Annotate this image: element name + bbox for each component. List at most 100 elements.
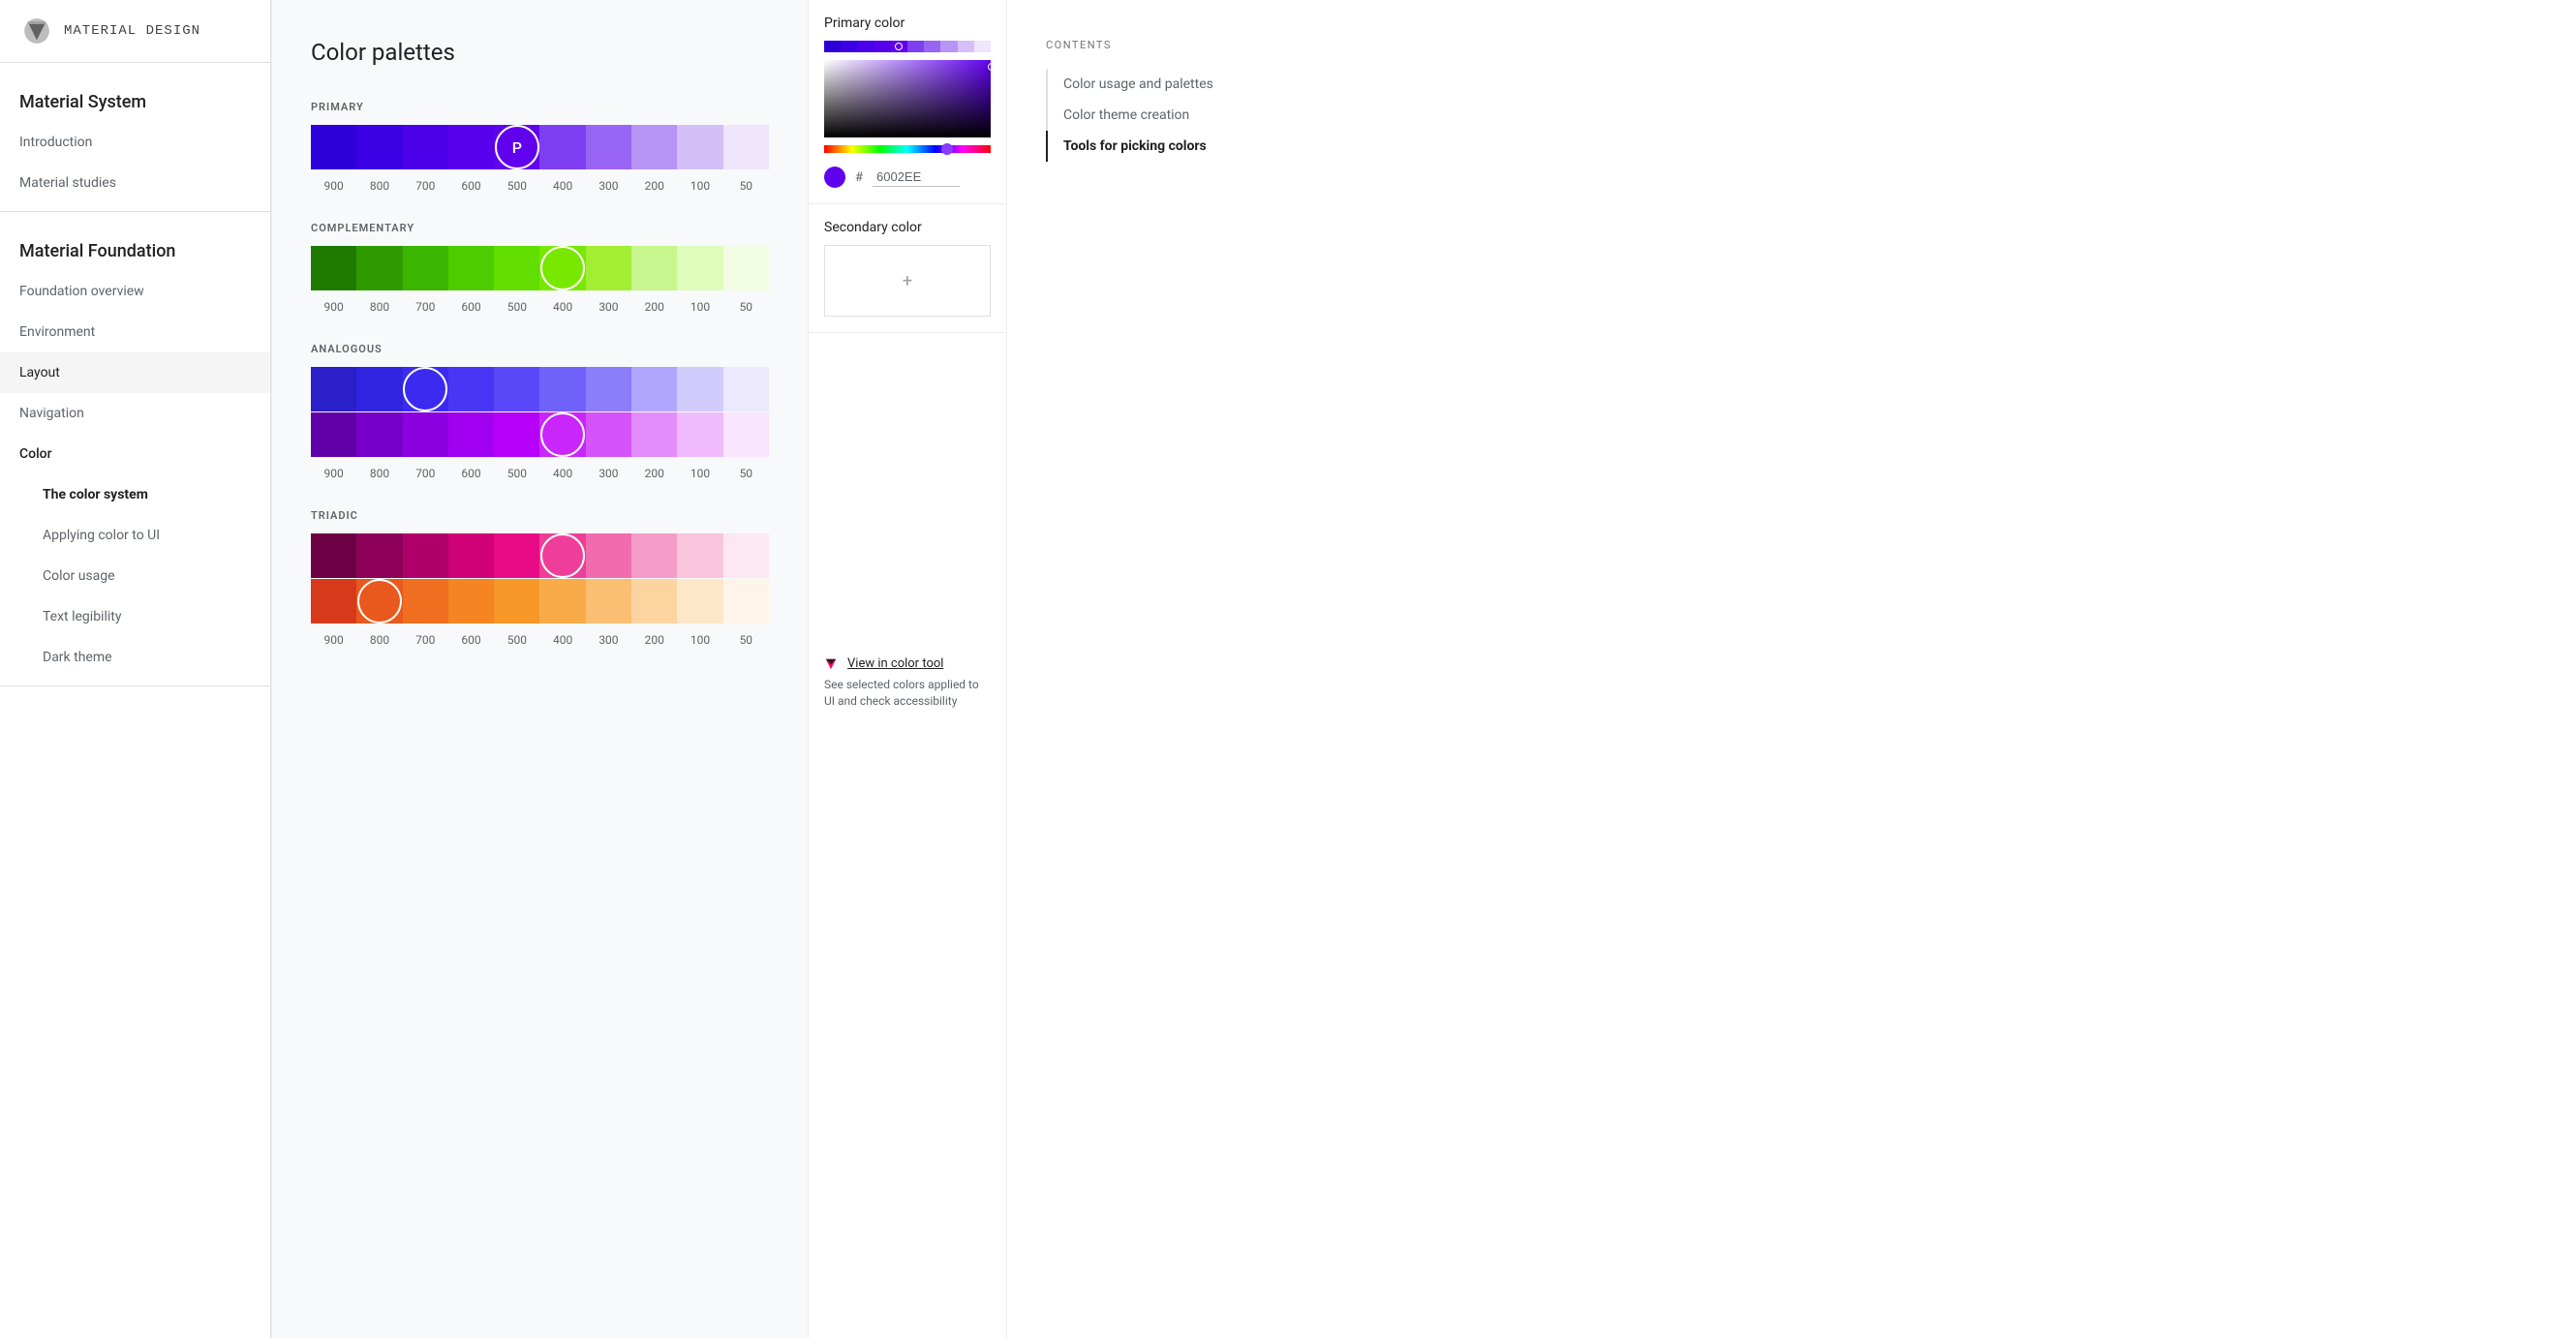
swatch[interactable]: [586, 246, 631, 290]
nav-item[interactable]: Navigation: [0, 393, 270, 434]
swatch[interactable]: [448, 533, 494, 578]
swatch[interactable]: [356, 412, 402, 457]
swatch[interactable]: [631, 412, 677, 457]
swatch[interactable]: [677, 125, 722, 169]
swatch[interactable]: [403, 125, 448, 169]
swatch[interactable]: [539, 367, 585, 411]
swatch-indicator[interactable]: [403, 367, 447, 411]
nav-item[interactable]: Color: [0, 434, 270, 474]
toc-item[interactable]: Tools for picking colors: [1046, 131, 1213, 162]
nav-item[interactable]: Introduction: [0, 122, 270, 163]
swatch[interactable]: [356, 533, 402, 578]
swatch[interactable]: [403, 579, 448, 623]
swatch[interactable]: [403, 412, 448, 457]
hue-slider[interactable]: [824, 145, 991, 153]
swatch[interactable]: [586, 412, 631, 457]
nav-subitem[interactable]: Text legibility: [0, 596, 270, 637]
swatch[interactable]: [494, 367, 539, 411]
swatch[interactable]: [448, 367, 494, 411]
tonal-swatch[interactable]: [857, 41, 874, 52]
swatch[interactable]: [677, 246, 722, 290]
swatch[interactable]: [586, 533, 631, 578]
swatch[interactable]: [586, 125, 631, 169]
swatch[interactable]: [494, 579, 539, 623]
tonal-swatch[interactable]: [958, 41, 974, 52]
swatch-indicator[interactable]: [540, 246, 585, 290]
swatch[interactable]: [677, 367, 722, 411]
saturation-box[interactable]: [824, 60, 991, 137]
swatch[interactable]: [723, 246, 769, 290]
swatch[interactable]: [723, 367, 769, 411]
swatch[interactable]: [311, 125, 356, 169]
swatch[interactable]: [723, 579, 769, 623]
swatch[interactable]: [631, 533, 677, 578]
swatch[interactable]: [539, 579, 585, 623]
shade-label: 100: [677, 467, 722, 480]
swatch[interactable]: [403, 246, 448, 290]
swatch[interactable]: [311, 579, 356, 623]
nav-subitem[interactable]: The color system: [0, 474, 270, 515]
tonal-swatch[interactable]: [940, 41, 957, 52]
swatch-indicator[interactable]: [540, 412, 585, 457]
swatch[interactable]: [677, 412, 722, 457]
nav-item[interactable]: Foundation overview: [0, 271, 270, 312]
view-in-color-tool-link[interactable]: View in color tool: [824, 656, 991, 671]
nav-item[interactable]: Material studies: [0, 163, 270, 203]
swatch-row: [311, 412, 769, 457]
swatch[interactable]: [494, 412, 539, 457]
toc-item[interactable]: Color theme creation: [1063, 100, 1213, 131]
tonal-swatch[interactable]: [924, 41, 940, 52]
content-column: Color palettes PRIMARYP90080070060050040…: [271, 0, 809, 1338]
swatch[interactable]: [311, 533, 356, 578]
swatch[interactable]: [311, 246, 356, 290]
swatch[interactable]: [631, 579, 677, 623]
swatch[interactable]: [631, 125, 677, 169]
swatch[interactable]: [723, 125, 769, 169]
swatch-indicator[interactable]: [357, 579, 402, 623]
swatch[interactable]: [723, 412, 769, 457]
shade-labels: 90080070060050040030020010050: [311, 300, 769, 314]
swatch[interactable]: [494, 533, 539, 578]
swatch-indicator[interactable]: P: [495, 125, 539, 169]
nav-item[interactable]: Environment: [0, 312, 270, 352]
swatch[interactable]: [448, 246, 494, 290]
swatch[interactable]: [356, 367, 402, 411]
swatch[interactable]: [356, 125, 402, 169]
hue-thumb[interactable]: [941, 143, 953, 155]
toc-item[interactable]: Color usage and palettes: [1063, 69, 1213, 100]
shade-label: 50: [723, 633, 769, 647]
swatch[interactable]: [448, 412, 494, 457]
swatch[interactable]: [586, 367, 631, 411]
swatch[interactable]: [311, 367, 356, 411]
hex-input[interactable]: [873, 167, 960, 187]
section-title: Material Foundation: [0, 231, 270, 271]
swatch[interactable]: [494, 246, 539, 290]
swatch[interactable]: [677, 579, 722, 623]
nav-item[interactable]: Layout: [0, 352, 270, 393]
swatch[interactable]: [586, 579, 631, 623]
swatch[interactable]: [539, 125, 585, 169]
swatch[interactable]: [311, 412, 356, 457]
swatch[interactable]: [448, 125, 494, 169]
swatch[interactable]: [723, 533, 769, 578]
swatch[interactable]: [677, 533, 722, 578]
swatch[interactable]: [403, 533, 448, 578]
nav-subitem[interactable]: Dark theme: [0, 637, 270, 678]
color-value-row: #: [824, 167, 991, 188]
tonal-swatch[interactable]: [841, 41, 857, 52]
swatch[interactable]: [448, 579, 494, 623]
swatch-indicator[interactable]: [540, 533, 585, 578]
swatch[interactable]: [631, 367, 677, 411]
tonal-swatch[interactable]: [907, 41, 924, 52]
tonal-swatch[interactable]: [874, 41, 891, 52]
swatch[interactable]: [356, 246, 402, 290]
sat-ring[interactable]: [988, 63, 996, 71]
tonal-strip[interactable]: [824, 41, 991, 52]
nav-subitem[interactable]: Applying color to UI: [0, 515, 270, 556]
swatch[interactable]: [631, 246, 677, 290]
tonal-swatch[interactable]: [824, 41, 841, 52]
nav-subitem[interactable]: Color usage: [0, 556, 270, 596]
add-secondary-button[interactable]: +: [824, 245, 991, 317]
shade-label: 200: [631, 300, 677, 314]
tonal-swatch[interactable]: [974, 41, 991, 52]
